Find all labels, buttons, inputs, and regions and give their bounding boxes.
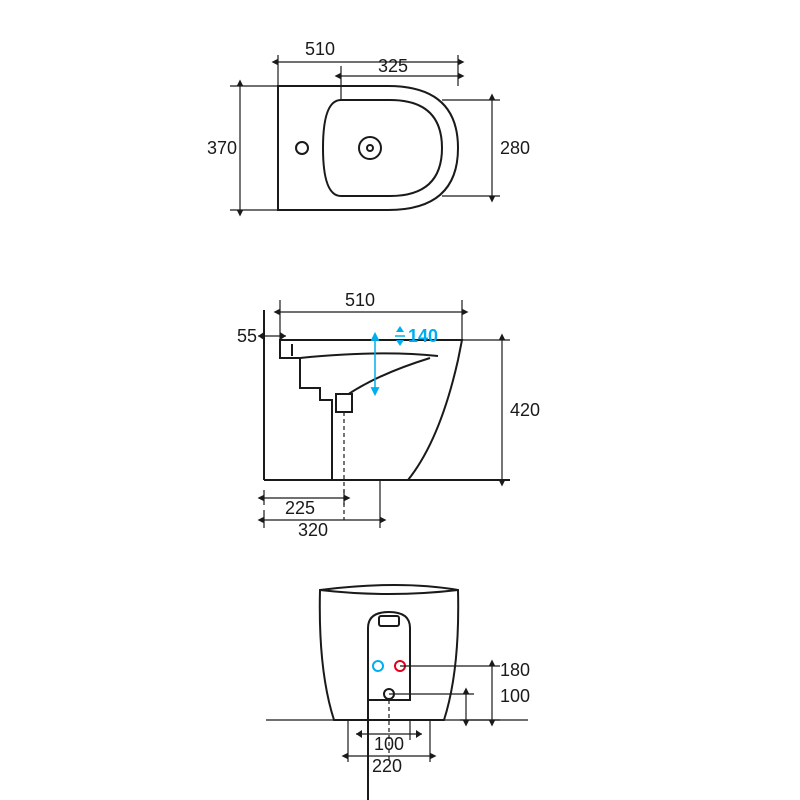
dim-front-220: 220 — [372, 756, 402, 776]
dim-side-wall: 55 — [237, 326, 257, 346]
technical-drawing: 510 325 370 280 510 — [0, 0, 800, 800]
front-view: 180 100 100 220 — [266, 585, 530, 800]
dim-side-accent: 140 — [408, 326, 438, 346]
dim-side-320: 320 — [298, 520, 328, 540]
dim-front-180: 180 — [500, 660, 530, 680]
dim-top-inner-height: 280 — [500, 138, 530, 158]
top-view: 510 325 370 280 — [207, 39, 530, 210]
side-view: 510 55 420 140 225 320 — [237, 290, 540, 540]
dim-top-height: 370 — [207, 138, 237, 158]
dim-front-100w: 100 — [374, 734, 404, 754]
dim-front-100h: 100 — [500, 686, 530, 706]
dim-top-width: 510 — [305, 39, 335, 59]
dim-side-225: 225 — [285, 498, 315, 518]
dim-side-width: 510 — [345, 290, 375, 310]
dim-side-height: 420 — [510, 400, 540, 420]
dim-top-inner-width: 325 — [378, 56, 408, 76]
